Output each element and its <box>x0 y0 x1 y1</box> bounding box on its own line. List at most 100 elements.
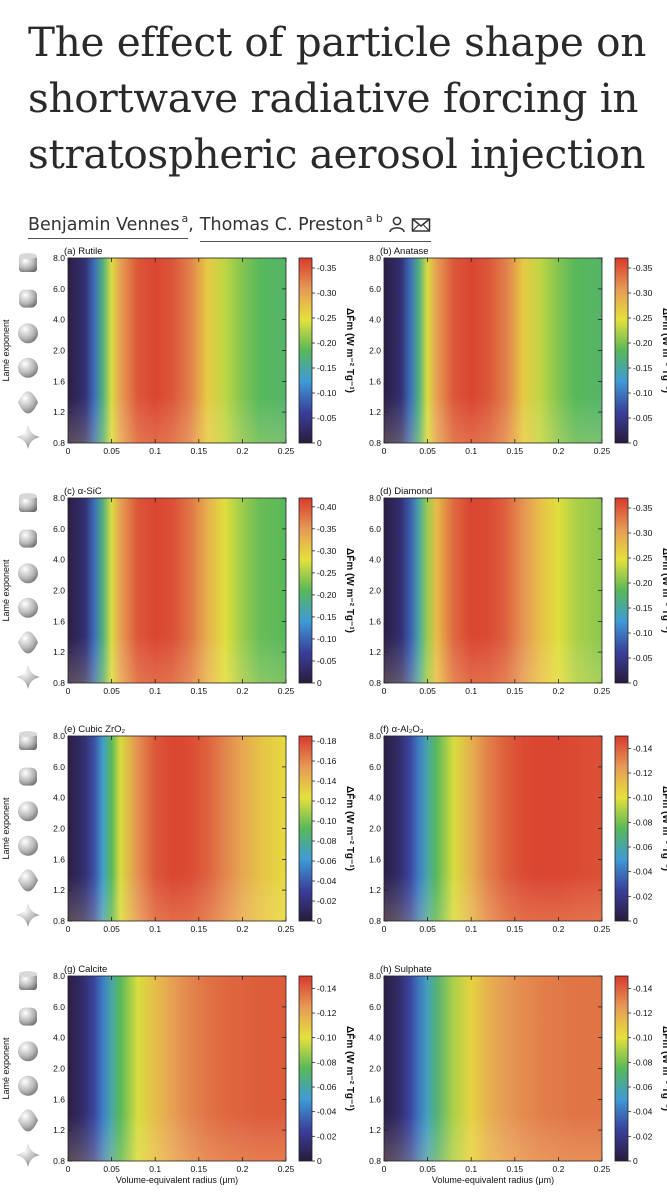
colorbar-label: ΔF̄m (W m⁻² Tg⁻¹) <box>344 1026 356 1111</box>
lens-shape-icon <box>18 1109 38 1132</box>
y-tick-label: 6.0 <box>369 762 381 772</box>
colorbar-tick-label: -0.15 <box>317 363 337 373</box>
x-tick-label: 0.15 <box>191 686 208 696</box>
envelope-icon[interactable] <box>411 217 431 238</box>
y-tick-label: 0.8 <box>369 438 381 448</box>
x-tick-label: 0.15 <box>507 446 524 456</box>
colorbar-tick-label: -0.15 <box>633 363 653 373</box>
y-tick-label: 2.0 <box>53 586 65 596</box>
colorbar-tick-label: -0.15 <box>633 603 653 613</box>
y-tick-label: 2.0 <box>369 1064 381 1074</box>
y-tick-label: 0.8 <box>53 438 65 448</box>
colorbar-tick-label: -0.30 <box>633 528 653 538</box>
sphere-shape-icon <box>18 1075 38 1096</box>
x-tick-label: 0.1 <box>465 1164 477 1174</box>
x-tick-label: 0 <box>66 686 71 696</box>
y-axis-label: Lamé exponent <box>1 1037 11 1100</box>
panel-title: (e) Cubic ZrO₂ <box>64 724 126 735</box>
colorbar <box>298 497 313 684</box>
sphere-shape-icon <box>18 563 38 584</box>
sphere-shape-icon <box>18 357 38 378</box>
colorbar-tick-label: -0.35 <box>633 503 653 513</box>
y-tick-label: 8.0 <box>53 731 65 741</box>
person-icon[interactable] <box>388 215 406 238</box>
y-tick-label: 1.6 <box>53 854 65 864</box>
colorbar-tick-label: -0.05 <box>317 656 337 666</box>
panel-title: (c) α-SiC <box>64 486 102 497</box>
colorbar-tick-label: -0.10 <box>633 793 653 803</box>
colorbar-tick-label: -0.10 <box>633 628 653 638</box>
colorbar-tick-label: -0.10 <box>317 1033 337 1043</box>
x-tick-label: 0.25 <box>278 686 295 696</box>
y-tick-label: 4.0 <box>369 1033 381 1043</box>
x-tick-label: 0 <box>382 1164 387 1174</box>
panel-1: (a) Rutile 0 0.05 0.1 0.15 0.2 0.25 0.8 1.2 1.6 2.… <box>1 246 356 456</box>
colorbar-tick-label: 0 <box>633 438 638 448</box>
colorbar-tick-label: -0.10 <box>317 816 337 826</box>
y-tick-label: 4.0 <box>369 315 381 325</box>
astroid-shape-icon <box>16 425 40 449</box>
x-tick-label: 0.25 <box>594 446 611 456</box>
colorbar-tick-label: -0.14 <box>317 776 337 786</box>
y-tick-label: 8.0 <box>369 731 381 741</box>
author-link[interactable]: Benjamin Vennes a <box>28 212 189 239</box>
colorbar-label: ΔF̄m (W m⁻² Tg⁻¹) <box>344 308 356 393</box>
y-axis-label: Lamé exponent <box>1 559 11 622</box>
colorbar-tick-label: -0.08 <box>317 1057 337 1067</box>
x-tick-label: 0.05 <box>103 1164 120 1174</box>
astroid-shape-icon <box>16 903 40 927</box>
y-tick-label: 6.0 <box>53 762 65 772</box>
author-name: Benjamin Vennes <box>28 215 180 235</box>
y-tick-label: 4.0 <box>53 315 65 325</box>
x-tick-label: 0.25 <box>278 446 295 456</box>
colorbar-label: ΔF̄m (W m⁻² Tg⁻¹) <box>660 1026 667 1111</box>
colorbar-tick-label: -0.20 <box>633 338 653 348</box>
astroid-shape-icon <box>16 665 40 689</box>
y-tick-label: 1.2 <box>369 885 381 895</box>
x-tick-label: 0.1 <box>465 446 477 456</box>
colorbar-tick-label: -0.05 <box>633 653 653 663</box>
colorbar-tick-label: -0.15 <box>317 612 337 622</box>
y-tick-label: 1.6 <box>53 1094 65 1104</box>
rounded-cylinder-shape-icon <box>19 529 37 548</box>
x-tick-label: 0.25 <box>594 1164 611 1174</box>
panel-title: (g) Calcite <box>64 964 107 975</box>
y-tick-label: 6.0 <box>53 1002 65 1012</box>
cylinder-shape-icon <box>19 493 37 512</box>
colorbar-label: ΔF̄m (W m⁻² Tg⁻¹) <box>660 548 667 633</box>
panel-title: (d) Diamond <box>380 486 432 497</box>
colorbar-tick-label: -0.02 <box>317 1131 337 1141</box>
astroid-shape-icon <box>16 1143 40 1167</box>
colorbar-tick-label: -0.20 <box>317 338 337 348</box>
x-tick-label: 0.2 <box>236 924 248 934</box>
y-tick-label: 4.0 <box>369 793 381 803</box>
cylinder-shape-icon <box>19 971 37 990</box>
x-tick-label: 0.2 <box>552 446 564 456</box>
x-tick-label: 0.25 <box>594 686 611 696</box>
sphere-shape-icon <box>18 323 38 344</box>
y-tick-label: 8.0 <box>369 493 381 503</box>
y-tick-label: 4.0 <box>53 555 65 565</box>
y-tick-label: 4.0 <box>53 793 65 803</box>
sphere-shape-icon <box>18 597 38 618</box>
colorbar-tick-label: -0.08 <box>317 836 337 846</box>
colorbar-tick-label: -0.40 <box>317 502 337 512</box>
colorbar-tick-label: -0.04 <box>633 867 653 877</box>
y-tick-label: 2.0 <box>369 346 381 356</box>
y-tick-label: 1.2 <box>369 407 381 417</box>
x-tick-label: 0.15 <box>191 924 208 934</box>
panel-5: (e) Cubic ZrO₂ 0 0.05 0.1 0.15 0.2 0.25 0.8 1.2 1… <box>1 724 356 934</box>
author-link[interactable]: Thomas C. Preston a b <box>199 212 431 242</box>
x-tick-label: 0 <box>66 446 71 456</box>
colorbar-tick-label: -0.35 <box>317 263 337 273</box>
sphere-shape-icon <box>18 835 38 856</box>
y-tick-label: 1.6 <box>369 616 381 626</box>
y-tick-label: 2.0 <box>53 1064 65 1074</box>
y-tick-label: 8.0 <box>53 253 65 263</box>
y-tick-label: 1.6 <box>369 376 381 386</box>
colorbar-label: ΔF̄m (W m⁻² Tg⁻¹) <box>344 548 356 633</box>
x-tick-label: 0.05 <box>419 1164 436 1174</box>
colorbar-tick-label: 0 <box>317 678 322 688</box>
sphere-shape-icon <box>18 1041 38 1062</box>
author-list: Benjamin Vennes a, Thomas C. Preston a b <box>28 212 431 242</box>
